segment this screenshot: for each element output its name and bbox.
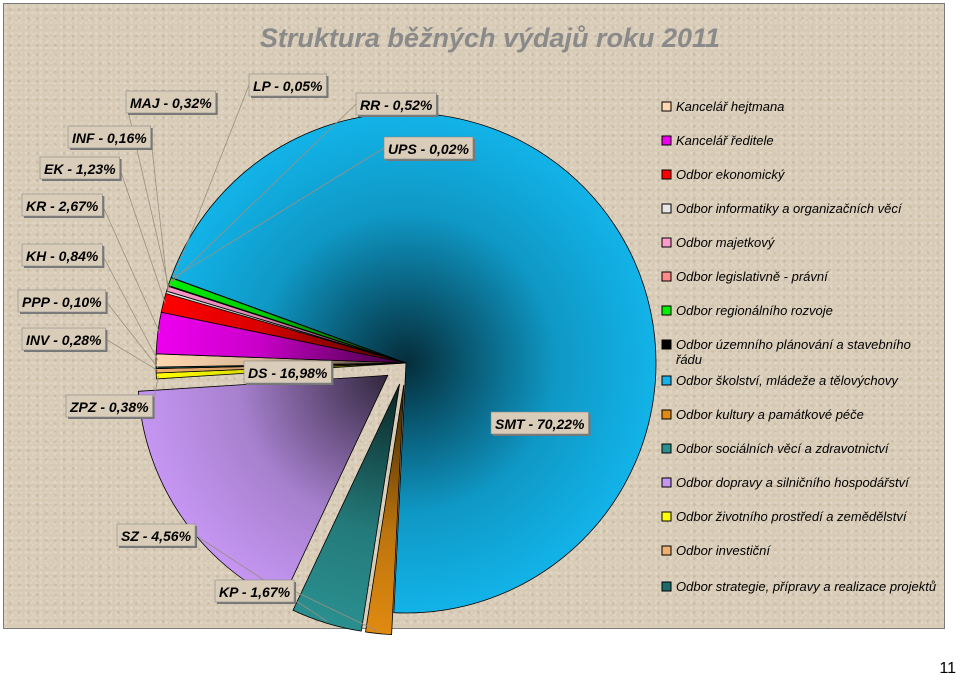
legend-swatch: [661, 409, 672, 420]
label-box: [39, 156, 120, 180]
slice-label-kh: KH - 0,84%: [26, 248, 99, 264]
legend-swatch: [661, 203, 672, 214]
label-box: [243, 360, 332, 384]
leader-line: [150, 136, 169, 293]
legend-swatch: [661, 511, 672, 522]
slice-label-zpz: ZPZ - 0,38%: [69, 399, 149, 415]
legend-item: Odbor ekonomický: [676, 167, 786, 182]
slice-label-smt: SMT - 70,22%: [495, 416, 585, 432]
legend-swatch: [661, 339, 672, 350]
legend-item: Kancelář ředitele: [676, 133, 774, 148]
label-box: [125, 90, 217, 114]
slice-label-inv: INV - 0,28%: [26, 332, 102, 348]
leader-line: [101, 204, 161, 334]
legend-item: Odbor životního prostředí a zemědělství: [676, 509, 908, 524]
slice-label-ds: DS - 16,98%: [248, 365, 328, 381]
legend-item: Odbor majetkový: [676, 235, 776, 250]
label-box: [21, 193, 103, 217]
slice-label-ups: UPS - 0,02%: [388, 141, 469, 157]
legend: Kancelář hejtmana Kancelář ředitele Odbor …: [661, 99, 936, 594]
chart-title: Struktura běžných výdajů roku 2011: [260, 23, 720, 53]
legend-swatch: [661, 101, 672, 112]
slice-label-kr: KR - 2,67%: [26, 198, 99, 214]
label-box: [17, 289, 106, 313]
leader-line: [105, 338, 159, 372]
label-box: [65, 394, 153, 418]
slice-labels: SMT - 70,22% KP - 1,67% SZ - 4,56% DS - 16,…: [17, 73, 591, 604]
pie-slices: [137, 112, 657, 636]
legend-item: Odbor informatiky a organizačních věcí: [676, 201, 903, 216]
leader-line: [172, 147, 385, 279]
legend-item: Kancelář hejtmana: [676, 99, 784, 114]
leader-line: [194, 534, 328, 622]
slice-label-rr: RR - 0,52%: [360, 97, 433, 113]
label-box: [67, 125, 152, 149]
pie-slice-kp: [365, 384, 405, 636]
page-number: 11: [939, 660, 956, 677]
slice-label-sz: SZ - 4,56%: [121, 528, 192, 544]
leader-line: [102, 254, 159, 361]
label-box: [248, 73, 327, 97]
leader-lines: [101, 84, 385, 632]
legend-swatch: [661, 443, 672, 454]
legend-swatch: [661, 169, 672, 180]
legend-swatch: [661, 375, 672, 386]
leader-line: [171, 103, 357, 283]
slice-label-maj: MAJ - 0,32%: [130, 95, 212, 111]
label-box: [355, 92, 437, 116]
leader-line: [293, 590, 379, 632]
legend-item: Odbor školství, mládeže a tělovýchovy: [676, 373, 899, 388]
leader-line: [105, 300, 159, 368]
label-box: [116, 523, 196, 547]
legend-item: Odbor legislativně - právní: [676, 269, 829, 284]
legend-item: Odbor sociálních věcí a zdravotnictví: [676, 441, 890, 456]
leader-line: [169, 84, 250, 287]
legend-swatch: [661, 271, 672, 282]
pie-slice-smt: [170, 112, 657, 614]
legend-swatch: [661, 237, 672, 248]
legend-item: Odbor regionálního rozvoje: [676, 303, 833, 318]
label-box: [214, 579, 295, 603]
legend-item: Odbor územního plánování a stavebního řád…: [676, 337, 911, 367]
legend-swatch: [661, 135, 672, 146]
label-box: [383, 136, 474, 160]
legend-swatch: [661, 305, 672, 316]
slice-label-kp: KP - 1,67%: [219, 584, 291, 600]
label-box: [21, 327, 106, 351]
legend-swatch: [661, 477, 672, 488]
slice-label-inf: INF - 0,16%: [72, 130, 147, 146]
legend-swatch: [661, 545, 672, 556]
legend-item: Odbor dopravy a silničního hospodářství: [676, 475, 910, 490]
pie-slice-sz: [292, 383, 400, 632]
legend-item: Odbor kultury a památkové péče: [676, 407, 864, 422]
pie-slice-ups: [170, 276, 407, 364]
slice-label-ek: EK - 1,23%: [44, 161, 116, 177]
legend-item: Odbor investiční: [676, 543, 771, 558]
leader-line: [119, 167, 166, 304]
slice-label-ppp: PPP - 0,10%: [22, 294, 102, 310]
legend-swatch: [661, 581, 672, 592]
legend-item: Odbor strategie, přípravy a realizace pr…: [676, 579, 936, 594]
label-box: [490, 411, 589, 435]
label-box: [21, 243, 103, 267]
slice-label-lp: LP - 0,05%: [253, 78, 323, 94]
